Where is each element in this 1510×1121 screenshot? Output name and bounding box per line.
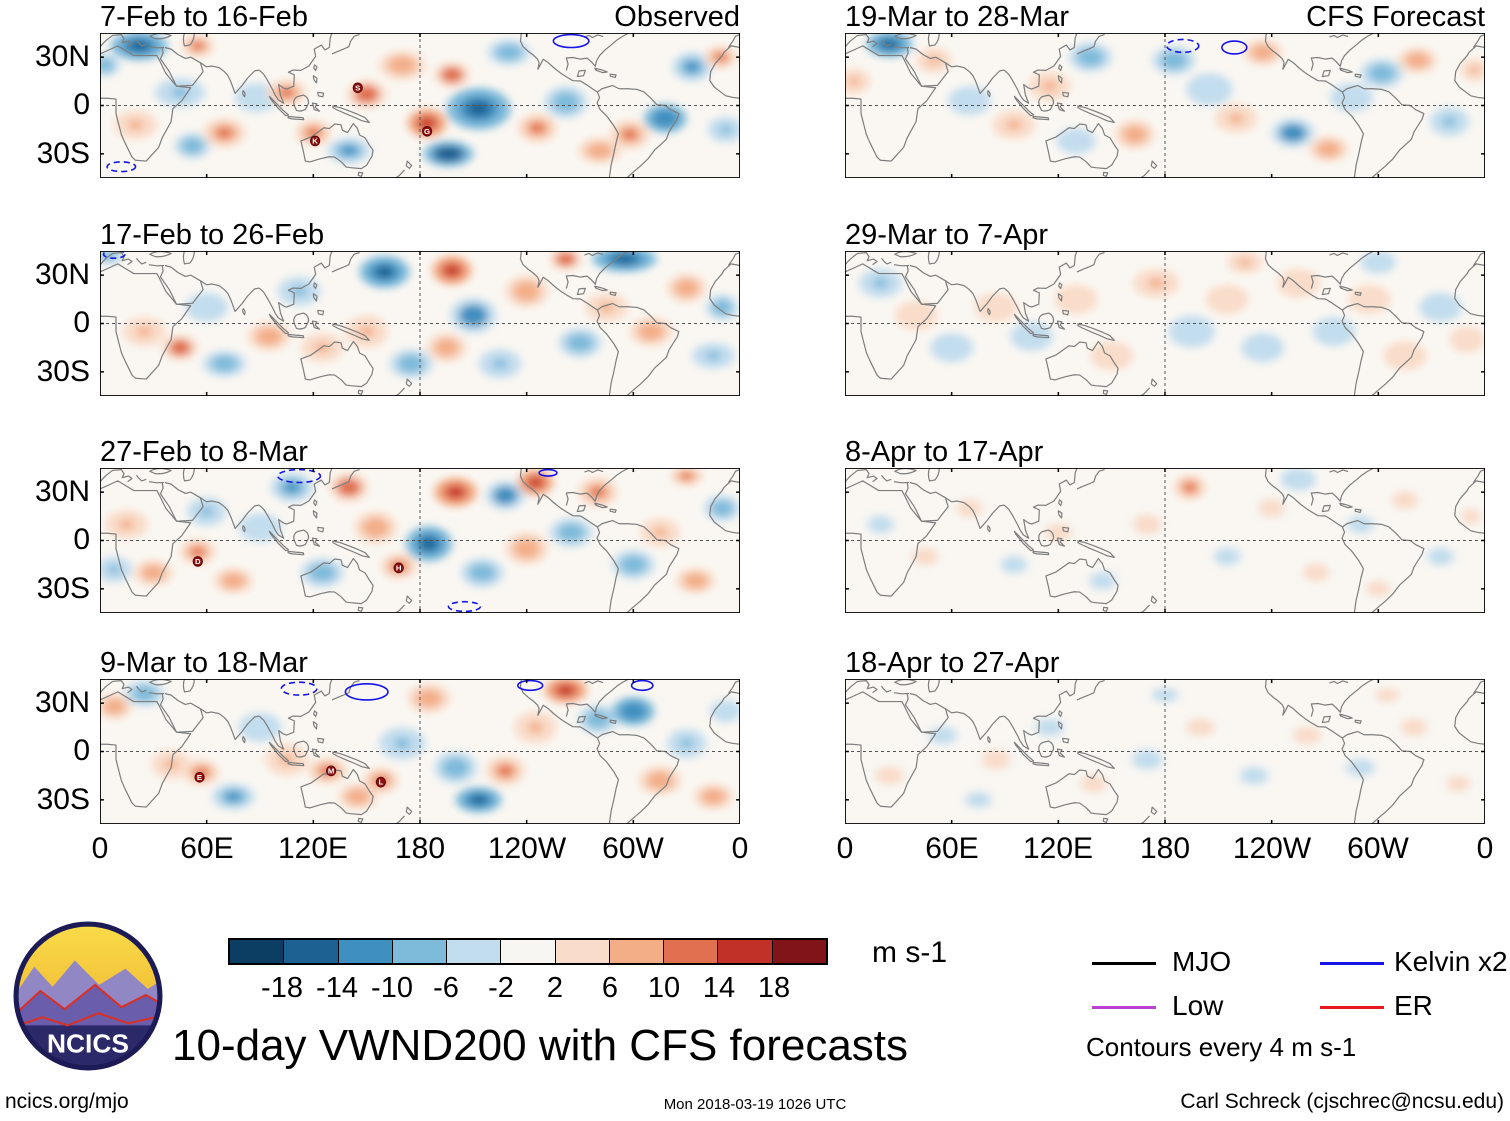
x-tick-label: 0 bbox=[836, 832, 854, 865]
colorbar-tick-label: -14 bbox=[316, 972, 358, 1004]
footer-credit: Carl Schreck (cjschrec@ncsu.edu) bbox=[1180, 1090, 1504, 1113]
colorbar-tick-label: -18 bbox=[261, 972, 303, 1004]
y-tick-label: 0 bbox=[73, 734, 90, 767]
legend-line-low bbox=[1092, 1006, 1156, 1009]
x-tick-label: 120E bbox=[277, 832, 349, 865]
map-observed-2 bbox=[100, 251, 740, 396]
legend-label-low: Low bbox=[1172, 990, 1224, 1021]
colorbar-units: m s-1 bbox=[872, 936, 947, 969]
colorbar bbox=[228, 938, 828, 965]
panel-period-label: 9-Mar to 18-Mar bbox=[100, 647, 308, 679]
colorbar-tick-label: 14 bbox=[702, 972, 736, 1004]
legend-line-er bbox=[1320, 1006, 1384, 1009]
panel-period-label: 19-Mar to 28-Mar bbox=[845, 1, 1070, 33]
colorbar-tick-label: -2 bbox=[488, 972, 514, 1004]
map-panel-observed-1: 7-Feb to 16-Feb Observed S K G bbox=[100, 2, 740, 178]
x-tick-label: 120W bbox=[487, 832, 567, 865]
footer-timestamp: Mon 2018-03-19 1026 UTC bbox=[663, 1096, 847, 1113]
y-tick-label: 30N bbox=[34, 686, 90, 719]
figure-title: 10-day VWND200 with CFS forecasts bbox=[172, 1021, 909, 1070]
colorbar-segment bbox=[230, 940, 284, 963]
legend-line-kelvin bbox=[1320, 962, 1384, 965]
legend-label-mjo: MJO bbox=[1172, 946, 1232, 977]
y-tick-label: 30N bbox=[34, 475, 90, 508]
colorbar-tick-label: -6 bbox=[433, 972, 459, 1004]
logo-text: NCICS bbox=[47, 1029, 129, 1059]
column-header-observed: Observed bbox=[614, 1, 740, 33]
svg-text:G: G bbox=[424, 127, 430, 136]
x-tick-label: 180 bbox=[394, 832, 446, 865]
y-tick-label: 30N bbox=[34, 40, 90, 73]
y-tick-label: 30S bbox=[36, 355, 90, 388]
panel-period-label: 27-Feb to 8-Mar bbox=[100, 436, 308, 468]
legend-contour-note: Contours every 4 m s-1 bbox=[1086, 1032, 1357, 1062]
colorbar-segment bbox=[337, 940, 392, 963]
colorbar-tick-label: 2 bbox=[546, 972, 564, 1004]
svg-text:E: E bbox=[197, 773, 202, 782]
x-tick-label: 120W bbox=[1232, 832, 1312, 865]
y-tick-label: 30S bbox=[36, 783, 90, 816]
x-tick-label: 180 bbox=[1139, 832, 1191, 865]
svg-text:M: M bbox=[328, 767, 335, 776]
panel-period-label: 8-Apr to 17-Apr bbox=[845, 436, 1044, 468]
panel-period-label: 18-Apr to 27-Apr bbox=[845, 647, 1060, 679]
colorbar-segment bbox=[608, 940, 664, 963]
map-observed-4: E M L bbox=[100, 679, 740, 824]
x-tick-label: 60W bbox=[602, 832, 664, 865]
x-tick-label: 120E bbox=[1022, 832, 1094, 865]
svg-text:K: K bbox=[312, 137, 318, 146]
colorbar-segment bbox=[391, 940, 447, 963]
y-tick-label: 0 bbox=[73, 306, 90, 339]
map-forecast-3 bbox=[845, 468, 1485, 613]
map-panel-forecast-3: 8-Apr to 17-Apr bbox=[845, 437, 1485, 613]
svg-text:S: S bbox=[355, 84, 360, 93]
colorbar-tick-label: 18 bbox=[757, 972, 791, 1004]
svg-text:H: H bbox=[396, 564, 402, 573]
x-tick-label: 60E bbox=[925, 832, 979, 865]
y-tick-label: 0 bbox=[73, 523, 90, 556]
x-tick-label: 0 bbox=[91, 832, 109, 865]
map-observed-1: S K G bbox=[100, 33, 740, 178]
footer-site: ncics.org/mjo bbox=[5, 1090, 129, 1113]
colorbar-segment bbox=[283, 940, 338, 963]
map-panel-forecast-4: 18-Apr to 27-Apr bbox=[845, 648, 1485, 824]
map-forecast-1 bbox=[845, 33, 1485, 178]
colorbar-segment bbox=[717, 940, 772, 963]
map-panel-observed-2: 17-Feb to 26-Feb bbox=[100, 220, 740, 396]
map-panel-forecast-2: 29-Mar to 7-Apr bbox=[845, 220, 1485, 396]
map-panel-forecast-1: 19-Mar to 28-Mar CFS Forecast bbox=[845, 2, 1485, 178]
legend-line-mjo bbox=[1092, 962, 1156, 965]
colorbar-segment bbox=[446, 940, 501, 963]
colorbar-segment bbox=[554, 940, 609, 963]
map-observed-3: DH bbox=[100, 468, 740, 613]
legend-label-kelvin: Kelvin x2 bbox=[1394, 946, 1508, 977]
y-tick-label: 30S bbox=[36, 137, 90, 170]
colorbar-tick-label: -10 bbox=[371, 972, 413, 1004]
column-header-forecast: CFS Forecast bbox=[1306, 1, 1485, 33]
colorbar-segment bbox=[663, 940, 718, 963]
y-tick-label: 30S bbox=[36, 572, 90, 605]
map-forecast-4 bbox=[845, 679, 1485, 824]
panel-period-label: 7-Feb to 16-Feb bbox=[100, 1, 308, 33]
x-tick-label: 0 bbox=[731, 832, 749, 865]
panel-period-label: 17-Feb to 26-Feb bbox=[100, 219, 325, 251]
legend-label-er: ER bbox=[1394, 990, 1433, 1021]
colorbar-tick-label: 6 bbox=[601, 972, 619, 1004]
x-tick-label: 60E bbox=[180, 832, 234, 865]
map-forecast-2 bbox=[845, 251, 1485, 396]
colorbar-segment bbox=[500, 940, 555, 963]
x-tick-label: 60W bbox=[1347, 832, 1409, 865]
ncics-logo: NCICS bbox=[13, 921, 163, 1071]
x-tick-label: 0 bbox=[1476, 832, 1494, 865]
svg-text:D: D bbox=[195, 557, 201, 566]
y-tick-label: 0 bbox=[73, 88, 90, 121]
map-panel-observed-4: 9-Mar to 18-Mar E M L bbox=[100, 648, 740, 824]
panel-period-label: 29-Mar to 7-Apr bbox=[845, 219, 1049, 251]
y-tick-label: 30N bbox=[34, 258, 90, 291]
svg-text:L: L bbox=[378, 778, 383, 787]
colorbar-tick-label: 10 bbox=[647, 972, 681, 1004]
colorbar-segment bbox=[771, 940, 826, 963]
